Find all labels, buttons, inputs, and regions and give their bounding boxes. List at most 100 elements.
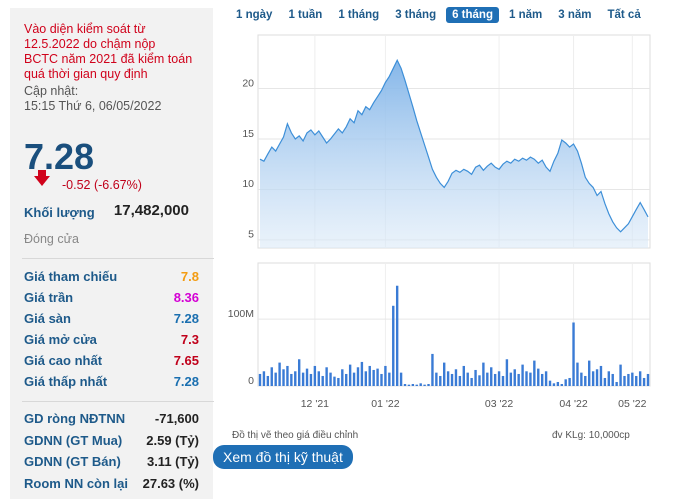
volume-bar [611,373,614,386]
technical-chart-button[interactable]: Xem đồ thị kỹ thuật [213,445,353,469]
foreign-label: GD ròng NĐTNN [24,411,126,426]
volume-bar [509,372,513,386]
volume-bar [395,285,399,386]
stat-label: Giá cao nhất [24,353,103,368]
volume-bar [603,377,607,386]
volume-bar [619,364,622,386]
volume-bar [294,371,297,386]
notice-line: quá thời gian quy định [24,67,148,81]
volume-bar [635,375,638,386]
volume-bar [501,375,505,386]
volume-bar [486,372,489,386]
volume-label: Khối lượng [24,205,95,220]
stat-label: Giá thấp nhất [24,374,108,389]
volume-bar [540,373,544,386]
volume-bar [258,373,262,386]
down-arrow-stem [38,170,46,177]
period-tab[interactable]: 1 tuần [288,9,323,21]
stat-value: 7.28 [173,374,199,389]
volume-bar [638,371,642,386]
foreign-value: 3.11 (Tỷ) [146,454,199,469]
y-tick-label: 10 [242,178,254,190]
volume-bar [446,371,450,386]
period-tab[interactable]: 1 tháng [338,9,380,21]
volume-bar [533,360,536,386]
volume-bar [568,377,571,386]
volume-bar [411,383,415,386]
volume-bar [290,373,293,386]
x-tick-label: 04 '22 [559,398,587,410]
volume-bar [435,372,438,386]
volume-bar [262,371,266,386]
volume-bar [544,371,548,386]
volume-bar [368,365,371,386]
volume-bar [454,369,458,386]
volume-bar [431,353,434,386]
volume-bar [364,371,368,386]
volume-bar [399,372,403,386]
volume-bar [403,383,407,386]
stat-label: Giá sàn [24,311,71,326]
period-tab[interactable]: Tất cả [607,9,641,21]
volume-bar [352,372,356,386]
volume-bar [317,371,320,386]
volume-bar [505,359,509,386]
separator [22,258,214,259]
volume-bar [337,377,340,386]
volume-bar [329,372,332,386]
volume-bar [443,362,446,386]
volume-bar [345,373,348,386]
volume-bar [560,383,563,386]
volume-bar [572,322,575,386]
volume-bar [356,367,360,386]
y-tick-label: 100M [228,308,254,320]
volume-bar [529,372,532,386]
period-tab[interactable]: 6 tháng [446,7,499,23]
stat-value: 7.28 [173,311,199,326]
period-tab[interactable]: 1 năm [508,9,543,21]
volume-bar [282,369,285,386]
close-label: Đóng cửa [24,232,79,246]
volume-bar [278,362,281,386]
x-tick-label: 03 '22 [485,398,513,410]
foreign-value: -71,600 [154,411,199,426]
volume-bar [556,381,560,386]
volume-bar [348,364,352,386]
separator [22,401,214,402]
volume-bar [286,365,289,386]
volume-bar [305,368,309,386]
volume-bar [266,375,270,386]
volume-bar [270,367,273,386]
foreign-label: GDNN (GT Mua) [24,432,123,448]
volume-bar [548,380,552,386]
foreign-label: Room NN còn lại [24,475,129,491]
volume-bar [470,377,473,386]
stat-value: 7.65 [173,353,199,368]
updated-time: 15:15 Thứ 6, 06/05/2022 [24,99,162,113]
volume-bar [599,365,603,386]
price-line [259,58,649,233]
volume-bar [646,373,650,386]
plot-frame [257,262,651,387]
period-tab[interactable]: 1 ngày [236,9,273,21]
volume-bar [439,375,442,386]
y-tick-label: 5 [248,229,254,241]
volume-bar [360,361,364,386]
volume-bar [407,384,411,386]
price: 7.28 [24,136,95,177]
quote-panel: Vào diện kiểm soát từ 12.5.2022 do chậm n… [10,8,214,499]
stat-label: Giá mở cửa [24,332,97,347]
volume-bar [450,373,454,386]
volume-bar [384,365,387,386]
y-tick-label: 0 [248,375,254,387]
note-adjusted: Đồ thị vẽ theo giá điều chỉnh [232,430,359,441]
foreign-label: GDNN (GT Bán) [24,454,121,469]
period-tab[interactable]: 3 tháng [395,9,437,21]
volume-bar [631,372,634,386]
volume-bar [564,379,567,386]
x-tick-label: 12 '21 [301,398,329,410]
period-tab[interactable]: 3 năm [558,9,592,21]
volume-bar [274,372,277,386]
